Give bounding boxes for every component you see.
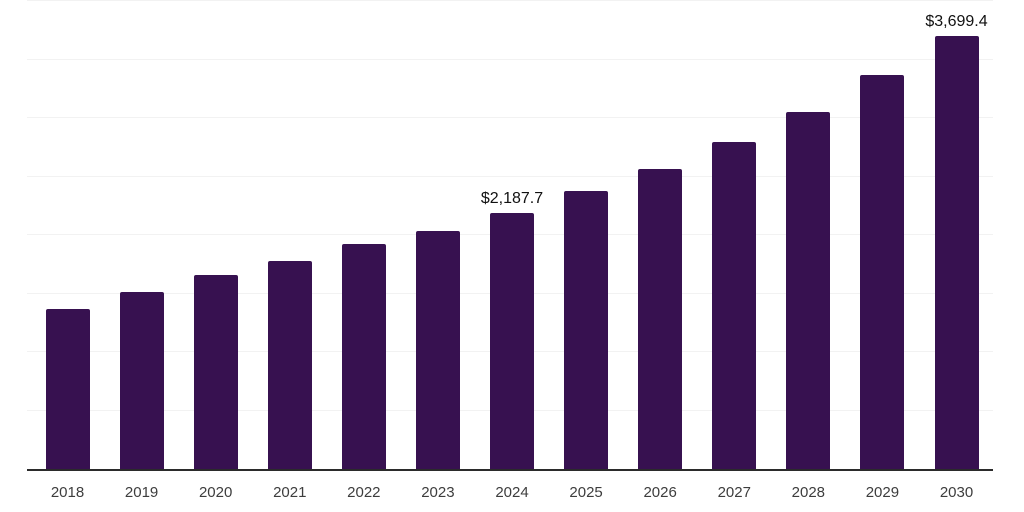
gridline — [27, 0, 993, 1]
bar-2019 — [119, 292, 164, 469]
x-tick-2018: 2018 — [50, 484, 85, 501]
x-tick-2020: 2020 — [198, 484, 233, 501]
bar-2020 — [193, 275, 238, 469]
x-tick-2026: 2026 — [643, 484, 677, 501]
x-tick-2028: 2028 — [791, 484, 826, 501]
x-tick-2022: 2022 — [347, 484, 381, 501]
x-tick-2025: 2025 — [569, 484, 603, 501]
bar-2023 — [415, 231, 460, 469]
x-tick-2023: 2023 — [421, 484, 455, 501]
x-axis-line — [27, 468, 993, 471]
gridline — [27, 117, 993, 119]
bar-2018 — [45, 308, 90, 469]
x-tick-2027: 2027 — [717, 484, 751, 501]
gridline — [27, 58, 993, 60]
bar-2024 — [490, 212, 534, 469]
bar-2021 — [267, 261, 312, 469]
bar-2030 — [934, 35, 979, 469]
bar-2029 — [860, 74, 905, 469]
gridline — [27, 175, 993, 177]
x-tick-2029: 2029 — [865, 484, 900, 501]
x-tick-2024: 2024 — [495, 484, 529, 501]
bar-2025 — [564, 190, 609, 469]
x-tick-2030: 2030 — [939, 484, 974, 501]
bar-2026 — [638, 168, 683, 469]
bar-2028 — [786, 111, 831, 469]
value-label-2030: $3,699.4 — [925, 12, 988, 30]
value-label-2024: $2,187.7 — [480, 189, 544, 207]
bar-2022 — [341, 244, 386, 469]
bar-2027 — [712, 141, 757, 469]
x-tick-2021: 2021 — [273, 484, 307, 501]
x-tick-2019: 2019 — [124, 484, 159, 501]
